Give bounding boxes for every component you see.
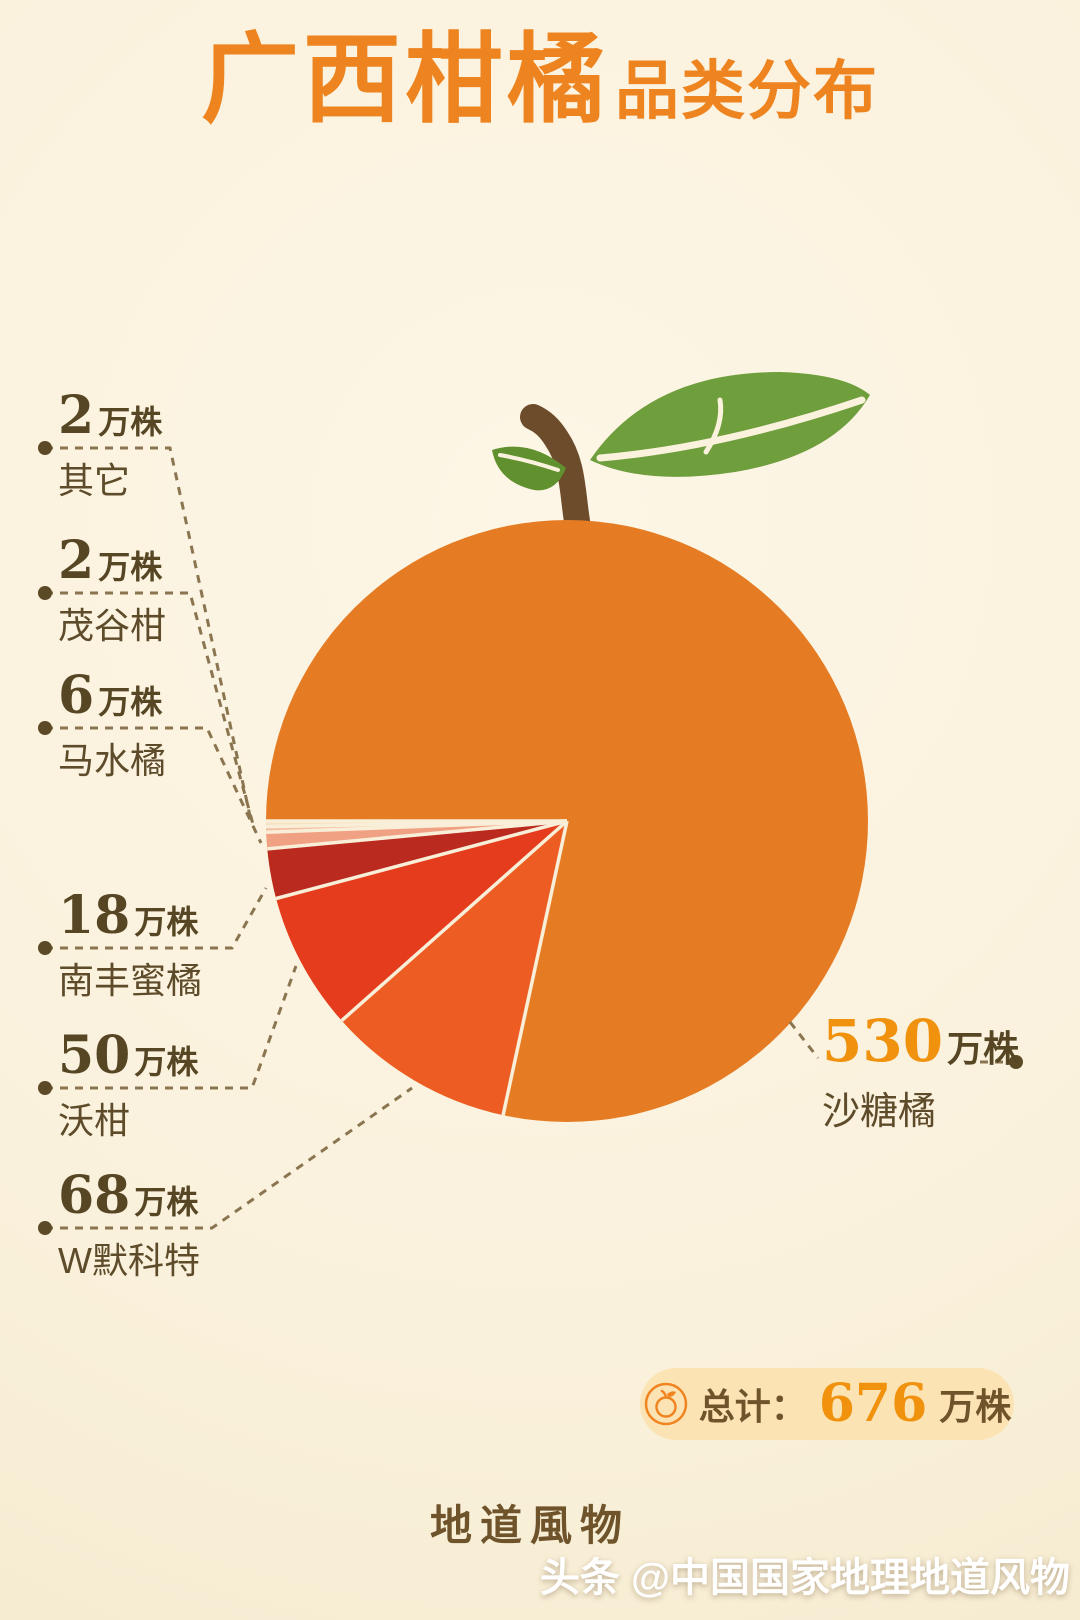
total-unit: 万株 [939,1386,1012,1427]
total-value: 676 [818,1373,928,1434]
callout-value: 18 [58,885,131,946]
callout-unit: 万株 [98,684,163,720]
total-label: 总计： [698,1386,807,1427]
callout-unit: 万株 [98,404,163,440]
stem-icon [520,404,596,561]
callout-name: 马水橘 [58,740,167,781]
leader-dot [38,1081,52,1095]
callout-wogan: 50 万株 沃柑 [58,1030,198,1144]
small-leaf-vein [498,453,560,472]
leader-line [45,887,268,950]
callout-unit: 万株 [134,1044,199,1080]
callout-name: 茂谷柑 [58,605,167,646]
leader-dot [1009,1055,1023,1069]
callout-unit: 万株 [98,549,163,585]
leaf-branch-vein [703,397,724,455]
callout-value: 2 [58,385,95,446]
callout-qita: 2 万株 其它 [58,390,162,504]
leader-line [45,726,263,844]
leader-dot [38,586,52,600]
callout-unit: 万株 [134,904,199,940]
platform-watermark: 头条 @中国国家地理地道风物 [539,1556,1070,1600]
slice-separator [267,819,568,851]
callout-unit: 万株 [134,1184,199,1220]
callout-value: 68 [58,1165,131,1226]
leader-dot [38,941,52,955]
leader-lines [38,441,1023,1235]
callout-value: 6 [58,665,95,726]
slice-separator [501,820,569,1116]
leader-line [45,591,256,829]
slice-separator [340,819,569,1022]
callout-name: 其它 [58,460,131,501]
callout-shatangju: 530 万株 沙糖橘 [822,1012,1019,1135]
orange-fruit-icon [644,1382,687,1426]
leader-dot [38,1221,52,1235]
page-title: 广西柑橘 品类分布 [0,30,1080,128]
callout-unit: 万株 [947,1028,1020,1069]
callout-value: 50 [58,1025,131,1086]
leaf-icon [590,372,870,477]
callout-nanfengmiju: 18 万株 南丰蜜橘 [58,890,202,1004]
callout-name: W默科特 [58,1240,200,1281]
leader-line [45,1086,413,1230]
pie-slice-5 [341,821,567,1116]
callout-name: 沙糖橘 [822,1091,937,1133]
leader-line [788,1021,820,1059]
callout-wmokete: 68 万株 W默科特 [58,1170,200,1284]
callout-mashuiju: 6 万株 马水橘 [58,670,166,784]
leaf-vein [596,396,866,462]
slice-separator [275,819,568,901]
brand-logo-text: 地道風物 [429,1504,630,1550]
leader-dot [38,441,52,455]
leader-line [45,446,252,817]
callout-name: 沃柑 [58,1100,131,1141]
leader-dot [38,721,52,735]
callout-maogugan: 2 万株 茂谷柑 [58,535,166,649]
pie-slice-separators [266,819,569,1116]
callout-name: 南丰蜜橘 [58,960,203,1001]
title-sub: 品类分布 [615,55,879,127]
total-badge: 总计： 676 万株 [640,1368,1014,1440]
callout-value: 530 [822,1007,944,1075]
pie-slice-4 [276,821,567,1021]
title-main: 广西柑橘 [200,24,609,134]
slice-separator [266,819,568,834]
callout-value: 2 [58,530,95,591]
